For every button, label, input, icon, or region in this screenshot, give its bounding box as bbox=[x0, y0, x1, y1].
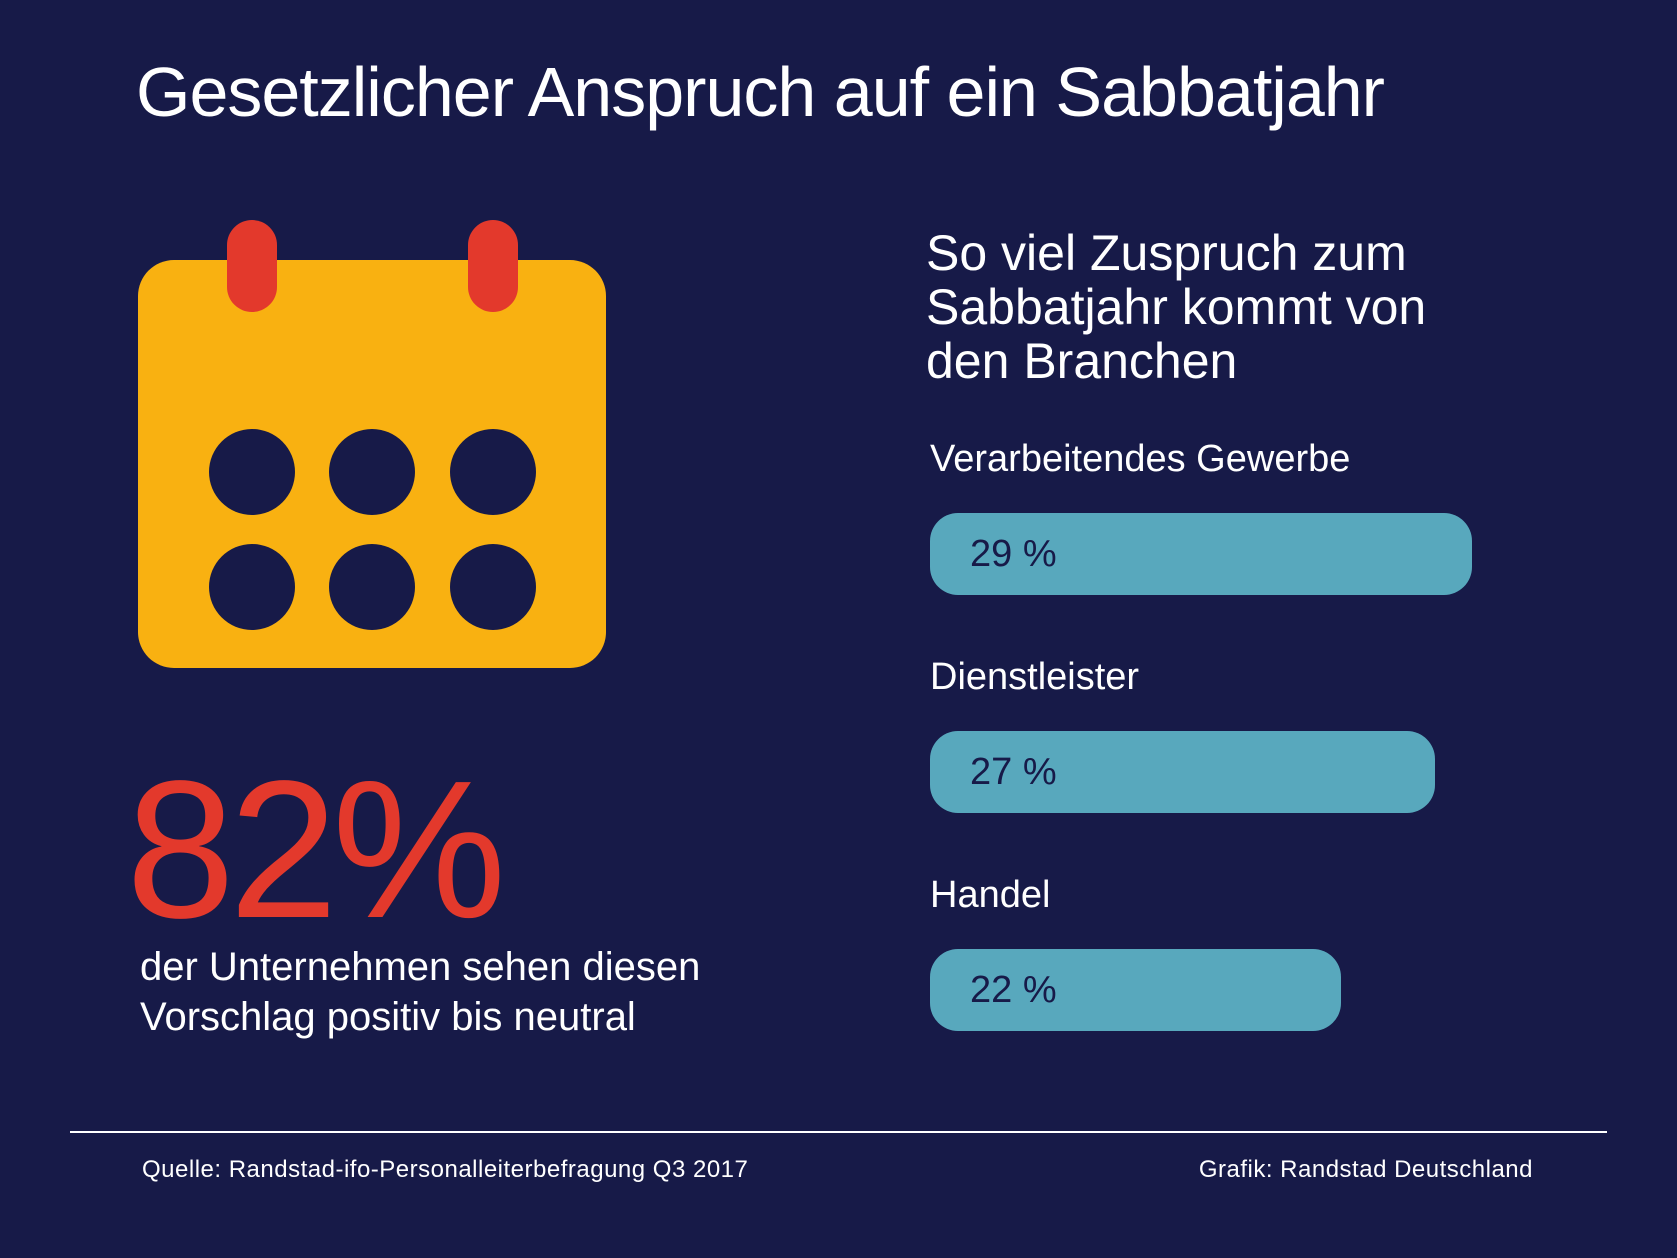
calendar-dot bbox=[209, 544, 295, 630]
bar-value-label: 27 % bbox=[970, 751, 1057, 793]
calendar-dot bbox=[450, 544, 536, 630]
calendar-dot bbox=[209, 429, 295, 515]
bar: 29 % bbox=[930, 513, 1472, 595]
bar-value-label: 29 % bbox=[970, 533, 1057, 575]
category-label: Verarbeitendes Gewerbe bbox=[930, 438, 1351, 480]
category-label: Handel bbox=[930, 874, 1051, 916]
source-note: Quelle: Randstad-ifo-Personalleiterbefra… bbox=[142, 1156, 749, 1183]
footer-divider bbox=[70, 1131, 1607, 1133]
bar-value-label: 22 % bbox=[970, 969, 1057, 1011]
chart-title: So viel Zuspruch zum Sabbatjahr kommt vo… bbox=[926, 225, 1427, 389]
calendar-ring-right bbox=[468, 220, 518, 312]
calendar-ring-left bbox=[227, 220, 277, 312]
calendar-icon bbox=[138, 220, 606, 668]
page-title: Gesetzlicher Anspruch auf ein Sabbatjahr bbox=[136, 53, 1385, 131]
calendar-dot bbox=[450, 429, 536, 515]
highlight-description: der Unternehmen sehen diesen Vorschlag p… bbox=[140, 945, 701, 1039]
highlight-percent: 82% bbox=[126, 740, 506, 959]
category-label: Dienstleister bbox=[930, 656, 1140, 698]
graphic-credit: Grafik: Randstad Deutschland bbox=[1198, 1156, 1533, 1183]
calendar-dot bbox=[329, 544, 415, 630]
bar: 27 % bbox=[930, 731, 1435, 813]
bar: 22 % bbox=[930, 949, 1341, 1031]
calendar-dot bbox=[329, 429, 415, 515]
